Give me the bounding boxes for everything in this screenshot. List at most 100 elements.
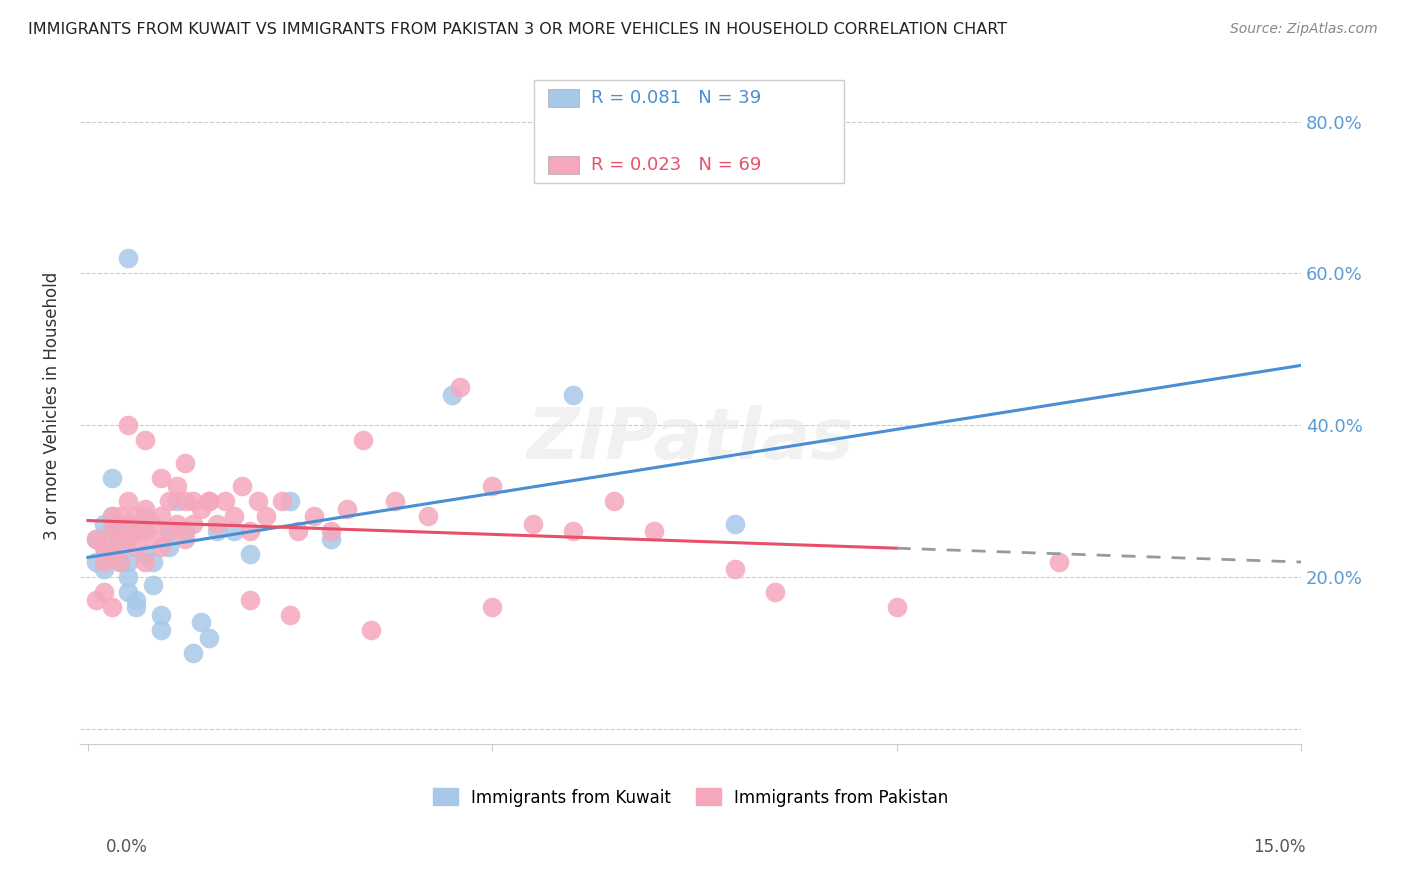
Point — [174, 524, 197, 539]
Point — [134, 434, 156, 448]
Point — [110, 524, 132, 539]
Point — [117, 252, 139, 266]
Point — [134, 555, 156, 569]
Point — [134, 501, 156, 516]
Point — [101, 521, 124, 535]
Point — [239, 524, 262, 539]
Point — [125, 540, 148, 554]
Point — [93, 540, 115, 554]
Point — [287, 524, 309, 539]
Point — [149, 540, 172, 554]
Point — [93, 562, 115, 576]
Point — [125, 600, 148, 615]
Point — [190, 615, 212, 630]
Point — [117, 516, 139, 531]
Point — [134, 547, 156, 561]
Point — [101, 509, 124, 524]
Point — [142, 577, 165, 591]
Point — [101, 547, 124, 561]
Text: ZIPatlas: ZIPatlas — [527, 406, 855, 475]
Point — [562, 524, 585, 539]
Point — [101, 524, 124, 539]
Legend: Immigrants from Kuwait, Immigrants from Pakistan: Immigrants from Kuwait, Immigrants from … — [426, 781, 955, 814]
Point — [117, 570, 139, 584]
Point — [110, 555, 132, 569]
Point — [181, 516, 204, 531]
Point — [319, 524, 342, 539]
Point — [440, 388, 463, 402]
Point — [110, 540, 132, 554]
Point — [84, 592, 107, 607]
Point — [149, 607, 172, 622]
Point — [134, 509, 156, 524]
Point — [142, 516, 165, 531]
Point — [125, 509, 148, 524]
Point — [239, 592, 262, 607]
Point — [222, 524, 245, 539]
Point — [198, 494, 221, 508]
Point — [84, 532, 107, 546]
Point — [157, 524, 180, 539]
Point — [117, 494, 139, 508]
Point — [125, 524, 148, 539]
Point — [93, 555, 115, 569]
Point — [190, 501, 212, 516]
Point — [278, 607, 301, 622]
Point — [319, 532, 342, 546]
Point — [117, 532, 139, 546]
Point — [166, 494, 188, 508]
Point — [643, 524, 665, 539]
Point — [360, 623, 382, 637]
Point — [101, 547, 124, 561]
Point — [157, 540, 180, 554]
Point — [271, 494, 294, 508]
Point — [166, 479, 188, 493]
Point — [93, 585, 115, 599]
Point — [304, 509, 326, 524]
Point — [416, 509, 439, 524]
Point — [602, 494, 624, 508]
Point — [246, 494, 269, 508]
Point — [101, 471, 124, 485]
Point — [174, 532, 197, 546]
Point — [254, 509, 277, 524]
Point — [117, 585, 139, 599]
Point — [93, 540, 115, 554]
Point — [157, 524, 180, 539]
Point — [384, 494, 406, 508]
Point — [142, 555, 165, 569]
Point — [522, 516, 544, 531]
Point — [278, 494, 301, 508]
Point — [134, 524, 156, 539]
Point — [352, 434, 374, 448]
Point — [724, 516, 747, 531]
Point — [93, 516, 115, 531]
Point — [231, 479, 253, 493]
Point — [207, 524, 229, 539]
Point — [214, 494, 236, 508]
Point — [222, 509, 245, 524]
Point — [449, 380, 471, 394]
Point — [149, 623, 172, 637]
Point — [142, 532, 165, 546]
Point — [101, 509, 124, 524]
Point — [101, 600, 124, 615]
Text: 15.0%: 15.0% — [1253, 838, 1306, 856]
Point — [110, 555, 132, 569]
Y-axis label: 3 or more Vehicles in Household: 3 or more Vehicles in Household — [44, 272, 60, 541]
Point — [110, 532, 132, 546]
Point — [562, 388, 585, 402]
Point — [198, 631, 221, 645]
Point — [174, 494, 197, 508]
Point — [886, 600, 908, 615]
Point — [765, 585, 787, 599]
Text: 0.0%: 0.0% — [105, 838, 148, 856]
Point — [724, 562, 747, 576]
Point — [149, 471, 172, 485]
Point — [198, 494, 221, 508]
Point — [84, 532, 107, 546]
Point — [157, 494, 180, 508]
Point — [117, 418, 139, 433]
Point — [149, 509, 172, 524]
Point — [110, 509, 132, 524]
